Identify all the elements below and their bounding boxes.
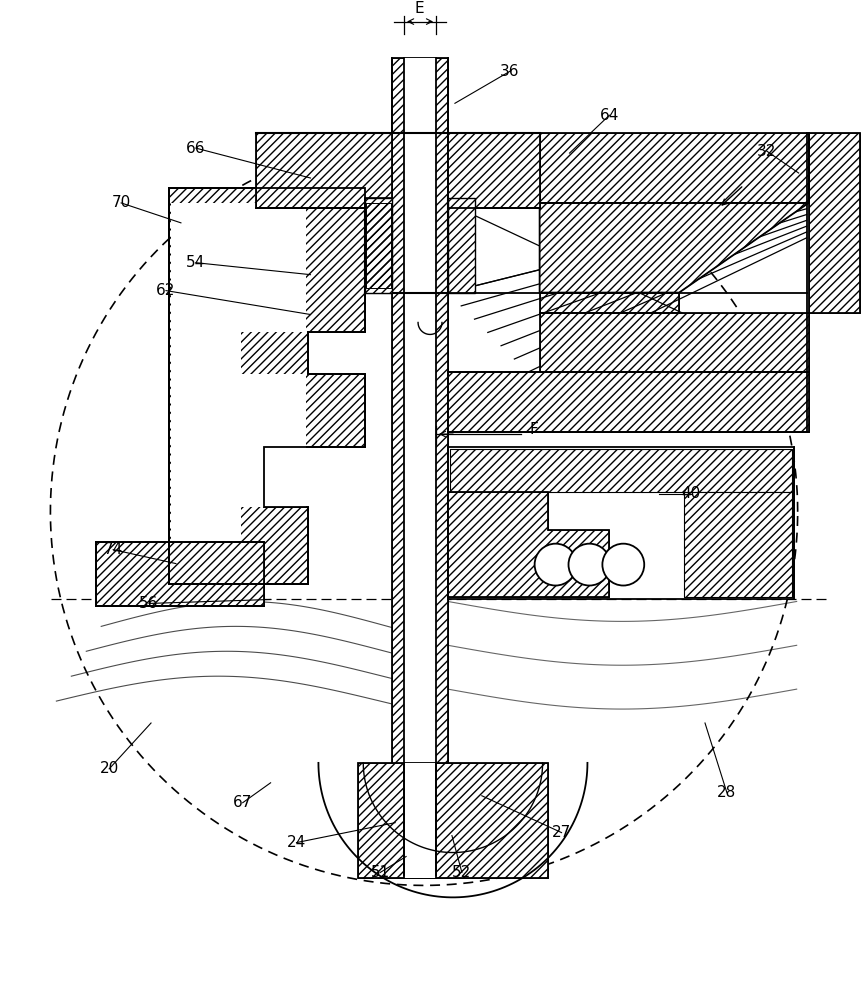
Text: 74: 74 (103, 542, 122, 557)
Polygon shape (448, 133, 540, 208)
Polygon shape (448, 372, 809, 432)
Text: 24: 24 (287, 835, 306, 850)
Text: 67: 67 (233, 795, 253, 810)
Text: 20: 20 (100, 761, 119, 776)
Text: 32: 32 (757, 144, 777, 159)
Polygon shape (448, 198, 475, 293)
Text: 40: 40 (681, 486, 700, 501)
Text: 56: 56 (140, 596, 159, 611)
Polygon shape (448, 447, 793, 599)
Text: 70: 70 (111, 195, 131, 210)
Polygon shape (358, 763, 548, 878)
Polygon shape (448, 492, 609, 597)
Text: 64: 64 (600, 108, 619, 123)
Text: 27: 27 (552, 825, 571, 840)
Text: F: F (529, 422, 538, 437)
Polygon shape (540, 133, 809, 203)
Polygon shape (240, 203, 306, 332)
Polygon shape (366, 203, 391, 288)
Polygon shape (240, 374, 306, 507)
Text: 54: 54 (187, 255, 206, 270)
Text: 51: 51 (371, 865, 390, 880)
Polygon shape (404, 763, 436, 878)
Polygon shape (450, 449, 792, 492)
Polygon shape (392, 58, 448, 875)
Text: 66: 66 (186, 141, 206, 156)
Polygon shape (169, 188, 365, 584)
Circle shape (535, 544, 576, 586)
Polygon shape (256, 133, 392, 208)
Polygon shape (809, 133, 860, 313)
Text: 62: 62 (156, 283, 175, 298)
Text: 52: 52 (452, 865, 471, 880)
Polygon shape (96, 542, 264, 606)
Polygon shape (365, 198, 392, 293)
Circle shape (602, 544, 644, 586)
Polygon shape (540, 313, 809, 372)
Polygon shape (171, 203, 240, 574)
Text: E: E (414, 1, 424, 16)
Polygon shape (540, 203, 809, 293)
Circle shape (569, 544, 610, 586)
Text: 28: 28 (717, 785, 737, 800)
Polygon shape (540, 293, 679, 313)
Text: 36: 36 (500, 64, 519, 79)
Polygon shape (365, 198, 392, 293)
Polygon shape (404, 58, 436, 875)
Polygon shape (684, 492, 792, 597)
